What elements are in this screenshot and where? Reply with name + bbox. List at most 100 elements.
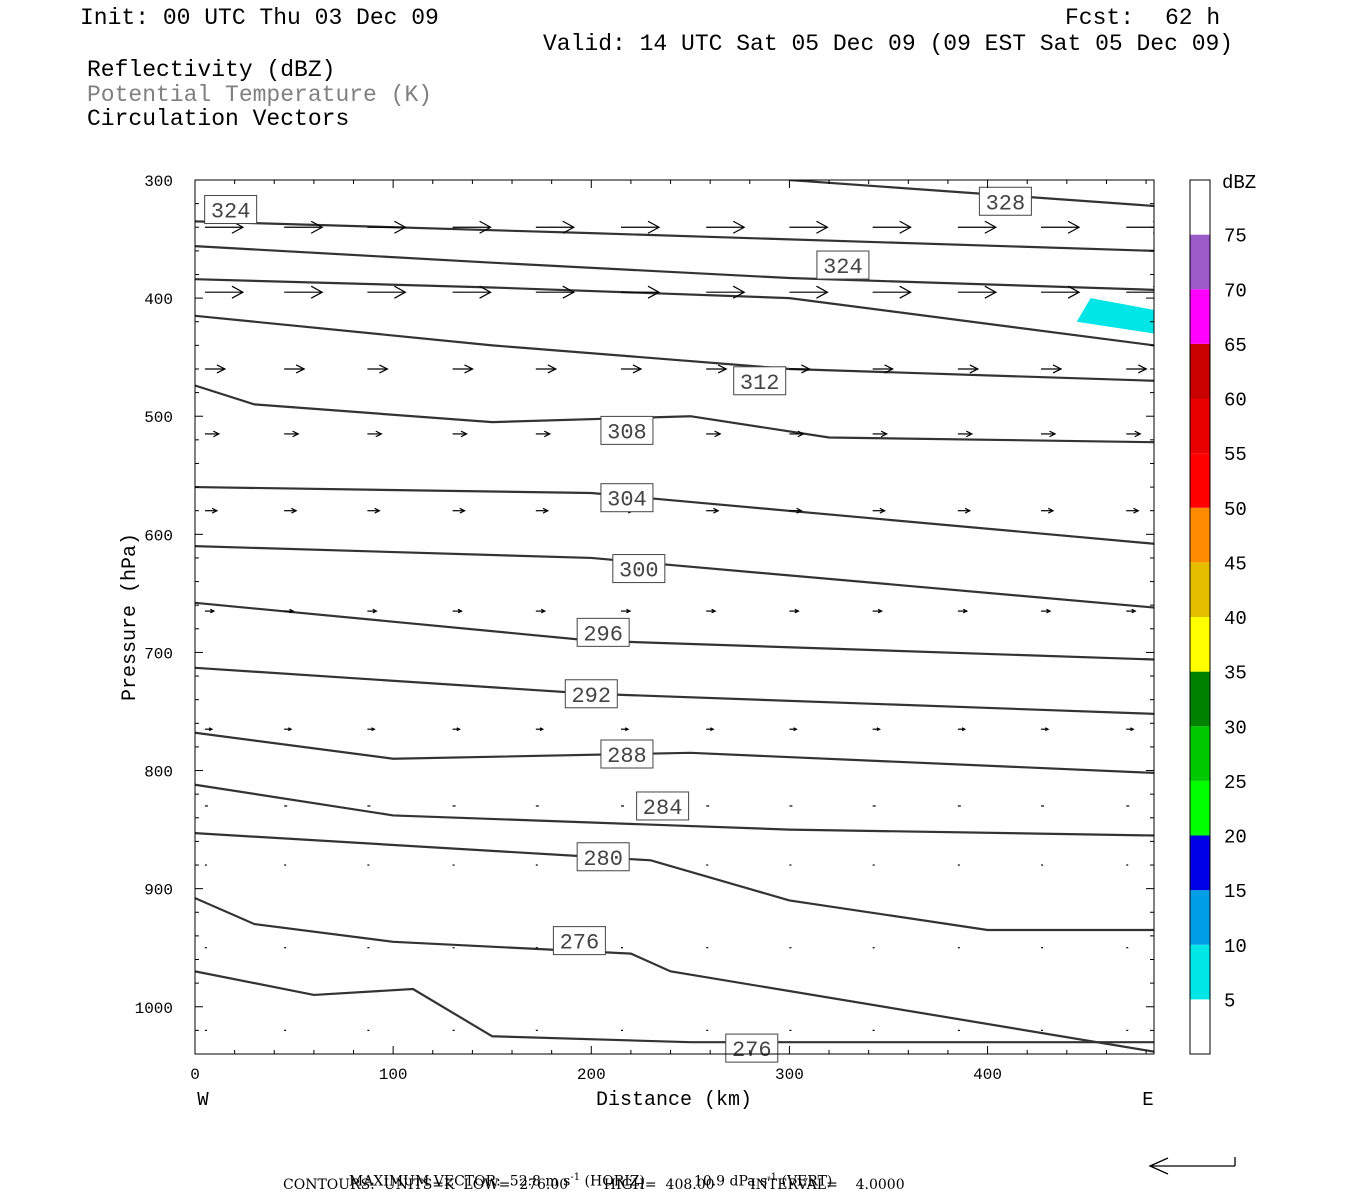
colorbar-bin bbox=[1190, 999, 1210, 1054]
theta-contour-line bbox=[195, 245, 1154, 291]
circulation-vector bbox=[535, 220, 576, 234]
theta-contour-line bbox=[195, 545, 1154, 609]
circulation-vector bbox=[367, 364, 389, 374]
contour-label: 284 bbox=[636, 791, 690, 821]
y-tick-label: 500 bbox=[144, 409, 173, 427]
colorbar-bin bbox=[1190, 453, 1210, 508]
contour-label-text: 308 bbox=[607, 420, 647, 445]
circulation-vector bbox=[957, 364, 980, 374]
colorbar-bin bbox=[1190, 944, 1210, 1000]
contour-label-text: 284 bbox=[643, 796, 683, 821]
theta-contour-line bbox=[195, 278, 1154, 347]
circulation-vector bbox=[789, 727, 798, 732]
colorbar-bin bbox=[1190, 835, 1210, 891]
circulation-vector bbox=[1126, 364, 1148, 374]
contour-label-text: 312 bbox=[740, 371, 780, 396]
y-axis-label: Pressure (hPa) bbox=[119, 533, 142, 701]
circulation-vector bbox=[1041, 285, 1081, 299]
circulation-vector bbox=[706, 364, 728, 374]
contour-label-text: 324 bbox=[211, 200, 251, 225]
theta-contour-line bbox=[195, 897, 1154, 1053]
circulation-vector bbox=[204, 507, 219, 514]
circulation-vector bbox=[452, 608, 463, 614]
circulation-vector bbox=[452, 430, 468, 438]
max-vector-line: MAXIMUM VECTOR: 52.8 m s-1 (HORIZ) 10.9 … bbox=[340, 1159, 832, 1189]
y-tick-label: 1000 bbox=[135, 1000, 173, 1018]
contour-label: 280 bbox=[576, 842, 630, 872]
contour-label: 312 bbox=[733, 366, 787, 396]
circulation-vector bbox=[621, 220, 661, 234]
circulation-vector bbox=[789, 608, 800, 614]
circulation-vector bbox=[789, 220, 829, 234]
contour-label-text: 276 bbox=[732, 1038, 772, 1063]
y-tick-label: 900 bbox=[144, 882, 173, 900]
contour-label-text: 292 bbox=[571, 684, 611, 709]
contour-label-text: 296 bbox=[583, 622, 623, 647]
circulation-vector bbox=[1041, 727, 1050, 732]
colorbar-label: 60 bbox=[1224, 390, 1247, 412]
circulation-vector bbox=[872, 364, 894, 374]
colorbar-label: 35 bbox=[1224, 663, 1247, 685]
colorbar-bin bbox=[1190, 671, 1210, 727]
max-vert-unit-exp: -1 bbox=[767, 1172, 778, 1183]
circulation-vector bbox=[1126, 220, 1154, 234]
reflectivity-area-0 bbox=[1076, 298, 1154, 334]
circulation-vector bbox=[284, 507, 298, 514]
x-axis-east: E bbox=[1142, 1089, 1153, 1111]
circulation-vector bbox=[706, 220, 746, 234]
y-tick-label: 300 bbox=[144, 173, 173, 191]
x-axis-west: W bbox=[197, 1089, 209, 1111]
circulation-vector bbox=[1126, 430, 1142, 438]
circulation-vector bbox=[957, 285, 998, 299]
circulation-vector bbox=[1041, 608, 1052, 614]
contour-label: 288 bbox=[600, 739, 654, 769]
vector-layer bbox=[204, 220, 1154, 1031]
colorbar-bin bbox=[1190, 234, 1210, 290]
circulation-vector bbox=[535, 430, 552, 438]
colorbar: 5 10 15 20 25 30 35 40 45 50 55 60 65 70 75 bbox=[1189, 179, 1247, 1055]
circulation-vector bbox=[452, 727, 461, 732]
contour-label-text: 324 bbox=[823, 255, 863, 280]
circulation-vector bbox=[706, 285, 746, 299]
circulation-vector bbox=[872, 608, 883, 614]
circulation-vector bbox=[621, 608, 632, 614]
circulation-vector bbox=[872, 727, 881, 732]
contour-label: 296 bbox=[576, 617, 630, 647]
colorbar-bin bbox=[1190, 343, 1210, 399]
circulation-vector bbox=[284, 285, 324, 299]
x-tick-label: 400 bbox=[973, 1066, 1002, 1084]
circulation-vector bbox=[367, 430, 383, 438]
colorbar-label: 50 bbox=[1224, 499, 1247, 521]
circulation-vector bbox=[452, 507, 466, 514]
contour-label: 292 bbox=[564, 679, 618, 709]
circulation-vector bbox=[621, 285, 661, 299]
circulation-vector bbox=[452, 364, 474, 374]
circulation-vector bbox=[284, 727, 293, 732]
y-tick-label: 400 bbox=[144, 291, 173, 309]
circulation-vector bbox=[789, 364, 811, 374]
theta-contour-line bbox=[195, 384, 1154, 444]
contours-info: CONTOURS: UNITS=K LOW= 276.00 HIGH= 408.… bbox=[283, 1177, 905, 1193]
circulation-vector bbox=[872, 430, 888, 438]
colorbar-title: dBZ bbox=[1222, 172, 1256, 194]
theta-contour-line bbox=[789, 180, 1154, 208]
circulation-vector bbox=[872, 507, 886, 514]
contour-label-text: 280 bbox=[583, 847, 623, 872]
circulation-vector bbox=[789, 507, 803, 514]
circulation-vector bbox=[1126, 507, 1140, 514]
theta-contour-line bbox=[195, 485, 1154, 545]
max-vert-tag: (VERT) bbox=[781, 1173, 833, 1190]
theta-contour-line bbox=[195, 666, 1154, 715]
contour-label-text: 328 bbox=[986, 191, 1026, 216]
circulation-vector bbox=[706, 727, 715, 732]
theta-contour-line bbox=[195, 731, 1154, 775]
x-tick-label: 100 bbox=[379, 1066, 408, 1084]
circulation-vector bbox=[621, 364, 643, 374]
colorbar-bin bbox=[1190, 617, 1210, 672]
field-potential-temperature: Potential Temperature (K) bbox=[87, 82, 433, 108]
max-vert-value: 10.9 dPa s bbox=[693, 1173, 768, 1190]
circulation-vector bbox=[535, 727, 545, 732]
circulation-vector bbox=[789, 430, 805, 438]
plot-frame bbox=[194, 179, 1155, 1055]
